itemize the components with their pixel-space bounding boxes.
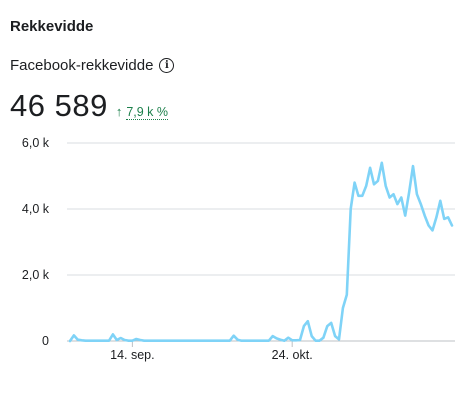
- info-icon[interactable]: i: [159, 58, 175, 73]
- y-tick-label: 2,0 k: [22, 268, 50, 282]
- series-line[interactable]: [68, 161, 454, 343]
- metric-header: Facebook-rekkevidde i: [10, 57, 175, 74]
- change-value: 7,9 k %: [126, 105, 169, 120]
- y-tick-label: 0: [42, 334, 49, 348]
- metric-label: Facebook-rekkevidde: [10, 57, 154, 74]
- section-title: Rekkevidde: [10, 18, 94, 35]
- change-indicator[interactable]: ↑ 7,9 k %: [115, 104, 169, 120]
- y-tick-label: 6,0 k: [22, 136, 50, 150]
- metric-value: 46 589: [10, 88, 108, 123]
- y-tick-label: 4,0 k: [22, 202, 50, 216]
- x-tick-label: 24. okt.: [272, 348, 313, 362]
- arrow-up-icon: ↑: [115, 104, 123, 119]
- metric-value-row: 46 589 ↑ 7,9 k %: [10, 88, 169, 124]
- x-tick-label: 14. sep.: [110, 348, 154, 362]
